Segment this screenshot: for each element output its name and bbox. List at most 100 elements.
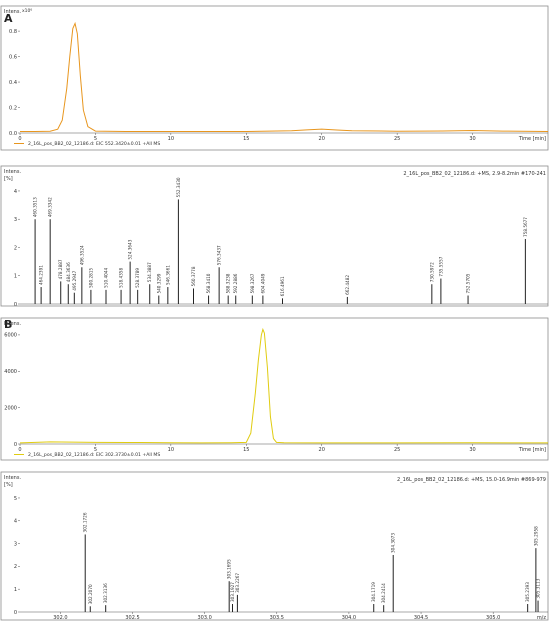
peak-label: 304.3073 <box>391 533 396 553</box>
chromatogram-trace <box>19 327 549 444</box>
peak-label: 305.2393 <box>525 582 530 602</box>
spectrum-header: 2_16L_pos_BB2_02_12186.d: +MS, 2.9-8.2mi… <box>403 171 546 177</box>
peak-label: 552.3430 <box>176 177 181 197</box>
peak-label: 303.2267 <box>235 573 240 593</box>
x-tick-label: 30 <box>469 136 475 142</box>
peak-label: 604.4049 <box>260 273 265 293</box>
chart-panel-2: Intens.[%] 2_16L_pos_BB2_02_12186.d: +MS,… <box>0 165 549 308</box>
x-tick-label: 304.5 <box>414 615 428 621</box>
y-tick-label: 0 <box>14 302 17 308</box>
peak-label: 592.2886 <box>233 273 238 293</box>
legend-entry: 2_16L_pos_BB2_02_12186.d: EIC 302.3730±0… <box>28 452 160 458</box>
x-tick-label: 304.0 <box>342 615 356 621</box>
x-tick-label: 20 <box>319 136 325 142</box>
peak-label: 730.5972 <box>429 262 434 282</box>
x-tick-label: 302.5 <box>125 615 139 621</box>
y-tick-label: 0.2 <box>9 105 17 111</box>
x-axis-label: Time [min] <box>518 136 546 142</box>
y-tick-label: 6000 <box>4 333 17 339</box>
panel-frame <box>0 5 549 151</box>
peak-label: 568.3410 <box>206 273 211 293</box>
peak-label: 560.3778 <box>191 266 196 286</box>
peak-label: 524.3643 <box>128 239 133 259</box>
x-tick-label: 25 <box>394 447 400 453</box>
x-tick-label: 302.0 <box>53 615 67 621</box>
peak-label: 460.3513 <box>33 197 38 217</box>
y-tick-label: 3 <box>14 217 17 223</box>
panel-frame <box>0 317 549 461</box>
peak-label: 469.3342 <box>48 197 53 217</box>
x-tick-label: 25 <box>394 136 400 142</box>
panel-label-b: B <box>4 318 12 331</box>
peak-label: 302.2070 <box>88 584 93 604</box>
peak-label: 302.1726 <box>83 512 88 532</box>
x-tick-label: 303.0 <box>197 615 211 621</box>
peak-label: 518.4358 <box>119 268 124 288</box>
peak-label: 303.1927 <box>230 582 235 602</box>
spectrum-header: 2_16L_pos_BB2_02_12186.d: +MS, 15.0-16.9… <box>397 477 546 483</box>
y-scale-label: x10⁶ <box>22 8 32 14</box>
y-tick-label: 0.4 <box>9 80 17 86</box>
x-tick-label: 10 <box>168 447 174 453</box>
y-tick-label: 2 <box>14 564 17 570</box>
x-tick-label: 15 <box>243 447 249 453</box>
panel-frame <box>0 471 549 621</box>
y-tick-label: 2 <box>14 245 17 251</box>
y-tick-label: 0 <box>14 610 17 616</box>
chromatogram-trace <box>20 21 549 132</box>
peak-label: 735.5557 <box>438 256 443 276</box>
x-axis-label: m/z <box>537 615 547 621</box>
peak-label: 304.2414 <box>381 583 386 603</box>
peak-label: 758.5677 <box>523 217 528 237</box>
x-tick-label: 5 <box>94 136 97 142</box>
peak-label: 305.2958 <box>533 526 538 546</box>
peak-label: 546.3661 <box>165 265 170 285</box>
peak-label: 616.4961 <box>280 276 285 296</box>
y-tick-label: 3 <box>14 541 17 547</box>
peak-label: 478.2887 <box>58 259 63 279</box>
peak-label: 495.2947 <box>72 270 77 290</box>
peak-label: 302.3136 <box>103 583 108 603</box>
y-tick-label: 5 <box>14 496 17 502</box>
y-tick-label: 0.8 <box>9 29 17 35</box>
legend-entry: 2_16L_pos_BB2_02_12186.d: EIC 552.3420±0… <box>28 141 160 147</box>
y-axis-label: Intens. <box>4 475 21 481</box>
x-tick-label: 20 <box>319 447 325 453</box>
x-tick-label: 0 <box>18 136 21 142</box>
peak-label: 588.3238 <box>226 273 231 293</box>
x-tick-label: 30 <box>469 447 475 453</box>
y-unit-label: [%] <box>4 176 13 182</box>
y-tick-label: 4 <box>14 519 17 525</box>
chart-panel-4: Intens.[%] 2_16L_pos_BB2_02_12186.d: +MS,… <box>0 471 549 621</box>
peak-label: 500.2815 <box>88 268 93 288</box>
panel-label-a: A <box>4 12 13 25</box>
x-tick-label: 305.0 <box>486 615 500 621</box>
panel-frame <box>0 165 549 307</box>
x-tick-label: 15 <box>243 136 249 142</box>
peak-label: 496.3524 <box>79 245 84 265</box>
y-axis-label: Intens. <box>4 169 21 175</box>
x-tick-label: 5 <box>94 447 97 453</box>
y-axis-label: Intens. <box>4 321 21 327</box>
peak-label: 752.5705 <box>466 273 471 293</box>
x-tick-label: 10 <box>168 136 174 142</box>
peak-label: 662.4482 <box>345 275 350 295</box>
x-tick-label: 0 <box>18 447 21 453</box>
peak-label: 464.2391 <box>39 265 44 285</box>
y-tick-label: 2000 <box>4 405 17 411</box>
peak-label: 510.4044 <box>103 268 108 288</box>
x-axis-label: Time [min] <box>518 447 546 453</box>
peak-label: 303.1695 <box>227 559 232 579</box>
peak-label: 528.3789 <box>135 268 140 288</box>
chart-panel-1: Intens. x10⁶ 0.0 0.2 0.4 0.6 0.8 0 5 10 15 20 25 30 Ti… <box>0 5 549 151</box>
peak-label: 484.3636 <box>66 262 71 282</box>
peak-label: 305.3113 <box>536 578 541 598</box>
y-tick-label: 0.0 <box>9 131 17 137</box>
chart-panel-3: Intens. 0 2000 4000 6000 0 5 10 15 20 25 30 Time [mi… <box>0 317 549 461</box>
x-tick-label: 303.5 <box>270 615 284 621</box>
y-axis-label: Intens. <box>4 9 21 15</box>
peak-label: 540.3299 <box>156 273 161 293</box>
y-tick-label: 0 <box>14 442 17 448</box>
peak-label: 304.1719 <box>371 582 376 602</box>
